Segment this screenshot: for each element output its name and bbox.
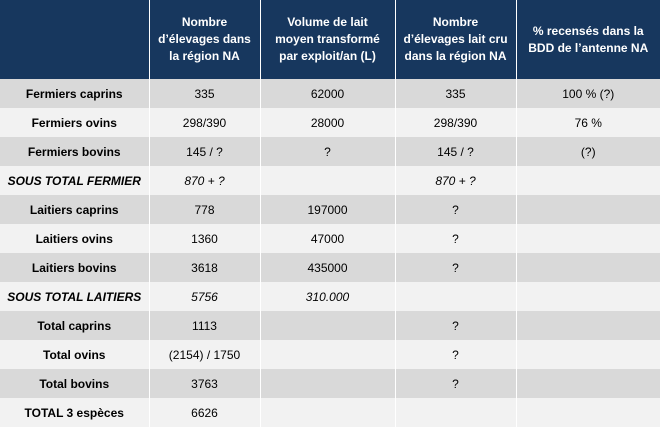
table-cell: 310.000 bbox=[260, 282, 396, 311]
column-header-line: d’élevages lait cru bbox=[403, 32, 508, 46]
table-cell: 1113 bbox=[149, 311, 261, 340]
table-cell: 3618 bbox=[149, 253, 261, 282]
table-cell: ? bbox=[395, 224, 517, 253]
column-header-line: par exploit/an (L) bbox=[279, 49, 376, 63]
table-header: Nombre d’élevages dans la région NA Volume … bbox=[0, 0, 660, 79]
table-cell: 1360 bbox=[149, 224, 261, 253]
subtotal-row: SOUS TOTAL LAITIERS 5756 310.000 bbox=[0, 282, 660, 311]
table-cell bbox=[260, 166, 396, 195]
table-cell: 76 % bbox=[516, 108, 660, 137]
table-row: Fermiers caprins 335 62000 335 100 % (?) bbox=[0, 79, 660, 108]
table-cell bbox=[516, 369, 660, 398]
row-label: Fermiers ovins bbox=[0, 108, 150, 137]
table-row: Fermiers ovins 298/390 28000 298/390 76 % bbox=[0, 108, 660, 137]
column-header-0 bbox=[0, 0, 150, 79]
table-cell: ? bbox=[395, 340, 517, 369]
row-label: Total ovins bbox=[0, 340, 150, 369]
row-label: Laitiers caprins bbox=[0, 195, 150, 224]
table-row: Total ovins (2154) / 1750? bbox=[0, 340, 660, 369]
table-cell: (?) bbox=[516, 137, 660, 166]
table-cell: ? bbox=[395, 369, 517, 398]
table-row: Total bovins 3763? bbox=[0, 369, 660, 398]
row-label: Laitiers ovins bbox=[0, 224, 150, 253]
column-header-line: Nombre bbox=[181, 15, 228, 29]
table-cell bbox=[395, 282, 517, 311]
table-row: Total caprins 1113? bbox=[0, 311, 660, 340]
table-cell: 197000 bbox=[260, 195, 396, 224]
header-row: Nombre d’élevages dans la région NA Volume … bbox=[0, 0, 660, 79]
table-cell: 3763 bbox=[149, 369, 261, 398]
table-row: Fermiers bovins 145 / ?? 145 / ? (?) bbox=[0, 137, 660, 166]
livestock-table: Nombre d’élevages dans la région NA Volume … bbox=[0, 0, 660, 427]
table-cell bbox=[516, 340, 660, 369]
column-header-line: Nombre bbox=[432, 15, 479, 29]
table-cell bbox=[516, 398, 660, 427]
table-cell: 298/390 bbox=[149, 108, 261, 137]
table-row: Laitiers caprins 778 197000? bbox=[0, 195, 660, 224]
table-cell bbox=[516, 224, 660, 253]
table-row: Laitiers ovins 1360 47000? bbox=[0, 224, 660, 253]
column-header-2: Volume de lait moyen transformé par exploi… bbox=[260, 0, 396, 79]
table-cell: 28000 bbox=[260, 108, 396, 137]
table-cell: 335 bbox=[395, 79, 517, 108]
table-cell: 47000 bbox=[260, 224, 396, 253]
table-cell: ? bbox=[260, 137, 396, 166]
column-header-line: BDD de l’antenne NA bbox=[528, 40, 649, 55]
row-label: TOTAL 3 espèces bbox=[0, 398, 150, 427]
table-cell bbox=[516, 253, 660, 282]
table-cell: 6626 bbox=[149, 398, 261, 427]
table-row: Laitiers bovins 3618 435000? bbox=[0, 253, 660, 282]
table-cell: 870 + ? bbox=[395, 166, 517, 195]
column-header-1: Nombre d’élevages dans la région NA bbox=[149, 0, 261, 79]
row-label: Fermiers caprins bbox=[0, 79, 150, 108]
column-header-line: dans la région NA bbox=[404, 49, 507, 63]
column-header-line: moyen transformé bbox=[275, 32, 380, 46]
row-label: Total bovins bbox=[0, 369, 150, 398]
table-cell bbox=[260, 369, 396, 398]
table-cell: ? bbox=[395, 253, 517, 282]
row-label: SOUS TOTAL LAITIERS bbox=[0, 282, 150, 311]
table-cell: 335 bbox=[149, 79, 261, 108]
column-header-line: la région NA bbox=[169, 49, 240, 63]
table-cell bbox=[395, 398, 517, 427]
column-header-line: % recensés dans la bbox=[532, 23, 644, 38]
table-cell: (2154) / 1750 bbox=[149, 340, 261, 369]
table-cell bbox=[260, 340, 396, 369]
row-label: Fermiers bovins bbox=[0, 137, 150, 166]
table-cell: 145 / ? bbox=[149, 137, 261, 166]
table-cell bbox=[260, 398, 396, 427]
column-header-3: Nombre d’élevages lait cru dans la région … bbox=[395, 0, 517, 79]
table-cell bbox=[260, 311, 396, 340]
column-header-line: d’élevages dans bbox=[158, 32, 251, 46]
table-cell: 298/390 bbox=[395, 108, 517, 137]
table-cell: ? bbox=[395, 311, 517, 340]
row-label: Laitiers bovins bbox=[0, 253, 150, 282]
column-header-line: Volume de lait bbox=[287, 15, 368, 29]
table-cell: 435000 bbox=[260, 253, 396, 282]
table-cell: 870 + ? bbox=[149, 166, 261, 195]
table-cell: 5756 bbox=[149, 282, 261, 311]
column-header-4: % recensés dans la BDD de l’antenne NA bbox=[516, 0, 660, 79]
table-cell: 100 % (?) bbox=[516, 79, 660, 108]
table-cell bbox=[516, 166, 660, 195]
row-label: SOUS TOTAL FERMIER bbox=[0, 166, 150, 195]
table-cell bbox=[516, 195, 660, 224]
table-cell: ? bbox=[395, 195, 517, 224]
row-label: Total caprins bbox=[0, 311, 150, 340]
table-body: Fermiers caprins 335 62000 335 100 % (?) Ferm… bbox=[0, 79, 660, 427]
subtotal-row: SOUS TOTAL FERMIER 870 + ? 870 + ? bbox=[0, 166, 660, 195]
table-cell: 145 / ? bbox=[395, 137, 517, 166]
table-row: TOTAL 3 espèces 6626 bbox=[0, 398, 660, 427]
table-cell: 62000 bbox=[260, 79, 396, 108]
table-cell: 778 bbox=[149, 195, 261, 224]
table-cell bbox=[516, 311, 660, 340]
table-cell bbox=[516, 282, 660, 311]
